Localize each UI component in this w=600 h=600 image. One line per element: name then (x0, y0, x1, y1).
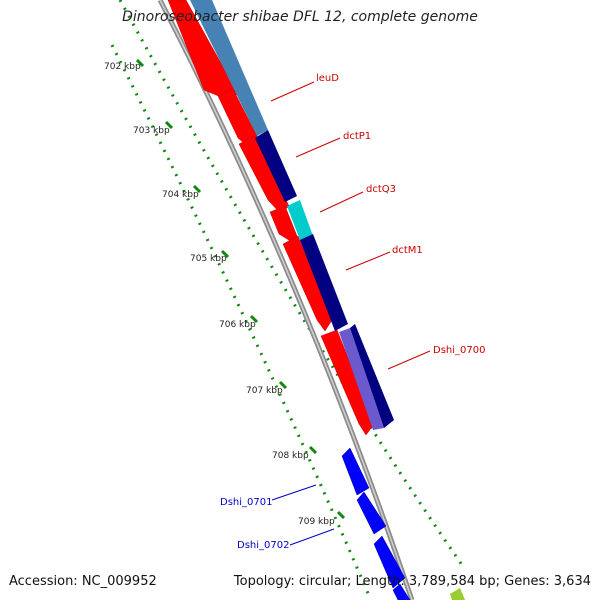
forward-genes (167, 0, 375, 436)
gene-edge-olive (450, 588, 465, 600)
tick-label: 708 kbp (272, 451, 309, 461)
gene-reverse-0702[interactable] (356, 491, 387, 535)
tick-label: 704 kbp (162, 190, 199, 200)
gene-dctP1[interactable] (255, 130, 297, 202)
gene-leuD[interactable] (190, 0, 268, 136)
gene-forward-4[interactable] (282, 235, 333, 332)
gene-label-dctQ3: dctQ3 (366, 184, 396, 195)
gene-dshi-0700[interactable] (339, 328, 384, 430)
gene-dshi-0700-edge (350, 324, 394, 428)
tick-label: 702 kbp (104, 62, 141, 72)
tick-label: 709 kbp (298, 517, 335, 527)
reverse-genes (341, 447, 411, 600)
tick-label: 706 kbp (219, 320, 256, 330)
gene-label-dctP1: dctP1 (343, 131, 371, 142)
gene-reverse-1[interactable] (392, 583, 411, 600)
inner-dotted-ring (110, 44, 372, 599)
gene-label-dshi-0701: Dshi_0701 (220, 497, 272, 508)
gene-forward-5[interactable] (320, 329, 375, 436)
gene-dctQ3[interactable] (287, 200, 313, 240)
tick-label: 705 kbp (190, 254, 227, 264)
genome-stats-text: Topology: circular; Length: 3,789,584 bp… (233, 574, 591, 589)
accession-text: Accession: NC_009952 (9, 574, 157, 589)
label-leaders (270, 81, 431, 546)
gene-dctM1[interactable] (300, 234, 348, 331)
gene-reverse-0701[interactable] (341, 447, 370, 496)
tick-label: 703 kbp (133, 126, 170, 136)
tick-marks (135, 58, 346, 520)
tick-label: 707 kbp (246, 386, 283, 396)
map-title: Dinoroseobacter shibae DFL 12, complete … (122, 9, 478, 25)
gene-reverse-0[interactable] (373, 535, 406, 589)
gene-label-dshi-0702: Dshi_0702 (237, 540, 289, 551)
gene-label-dctM1: dctM1 (392, 245, 423, 256)
gene-label-leuD: leuD (316, 73, 339, 84)
outer-dotted-ring (118, 0, 464, 566)
gene-label-dshi-0700: Dshi_0700 (433, 345, 485, 356)
